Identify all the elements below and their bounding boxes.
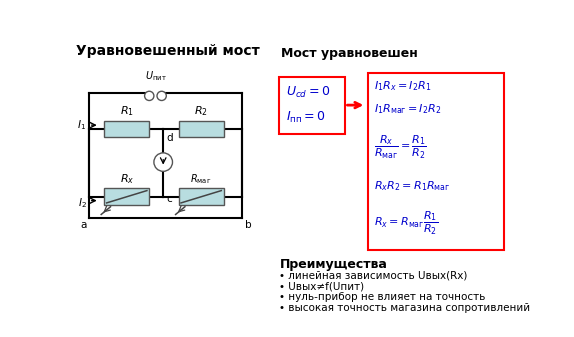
Text: $U_{\rm пит}$: $U_{\rm пит}$ [145, 69, 166, 83]
Text: • высокая точность магазина сопротивлений: • высокая точность магазина сопротивлени… [280, 303, 530, 313]
Text: $R_1$: $R_1$ [120, 104, 134, 118]
Text: $I_{\rm пп} = 0$: $I_{\rm пп} = 0$ [286, 110, 325, 125]
Text: d: d [166, 133, 173, 143]
Text: b: b [245, 220, 251, 230]
Text: $I_1R_x = I_2R_1$: $I_1R_x = I_2R_1$ [374, 79, 431, 93]
Text: $R_2$: $R_2$ [194, 104, 208, 118]
Text: $I_1R_{\rm маг} = I_2R_2$: $I_1R_{\rm маг} = I_2R_2$ [374, 102, 441, 116]
Text: a: a [80, 220, 87, 230]
Text: $U_{cd} = 0$: $U_{cd} = 0$ [286, 85, 330, 100]
Text: $R_xR_2 = R_1R_{\rm маг}$: $R_xR_2 = R_1R_{\rm маг}$ [374, 179, 451, 193]
Text: Мост уравновешен: Мост уравновешен [281, 47, 418, 60]
Text: $R_{\rm маг}$: $R_{\rm маг}$ [191, 172, 212, 186]
Text: $R_x = R_{\rm маг}\dfrac{R_1}{R_2}$: $R_x = R_{\rm маг}\dfrac{R_1}{R_2}$ [374, 210, 438, 237]
Circle shape [157, 91, 166, 100]
Text: c: c [166, 194, 172, 205]
Bar [104, 121, 149, 137]
Text: • Uвых≠f(Uпит): • Uвых≠f(Uпит) [280, 281, 364, 292]
Circle shape [145, 91, 154, 100]
Text: Преимущества: Преимущества [280, 258, 387, 271]
Bar [368, 73, 504, 250]
Text: $\dfrac{R_x}{R_{\rm маг}} = \dfrac{R_1}{R_2}$: $\dfrac{R_x}{R_{\rm маг}} = \dfrac{R_1}{… [374, 134, 427, 161]
Text: • линейная зависимость Uвых(Rх): • линейная зависимость Uвых(Rх) [280, 271, 468, 281]
Bar [179, 188, 224, 205]
Text: $R_x$: $R_x$ [119, 172, 134, 186]
Bar [280, 78, 344, 134]
Bar [104, 188, 149, 205]
Circle shape [154, 153, 173, 171]
Text: $I_1$: $I_1$ [77, 118, 87, 132]
Text: $I_2$: $I_2$ [77, 196, 87, 210]
Bar [179, 121, 224, 137]
Text: Уравновешенный мост: Уравновешенный мост [76, 44, 259, 58]
Text: • нуль-прибор не влияет на точность: • нуль-прибор не влияет на точность [280, 292, 486, 302]
